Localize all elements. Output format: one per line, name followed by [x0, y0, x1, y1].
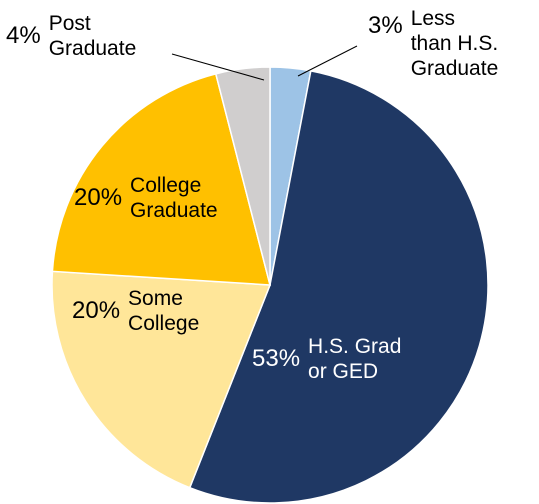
pie-slice — [188, 69, 489, 504]
pie-slice — [51, 72, 271, 286]
category-label: Some College — [128, 287, 200, 335]
leader-line — [297, 45, 358, 77]
slice-label: 20% Some College — [72, 286, 199, 336]
slice-label: 53% H.S. Grad or GED — [252, 334, 401, 384]
category-label: H.S. Grad or GED — [308, 335, 402, 383]
value-label: 4% — [6, 22, 41, 49]
leader-line — [171, 53, 265, 81]
category-label: Post Graduate — [48, 12, 137, 60]
category-label: College Graduate — [130, 174, 218, 222]
pie-slice — [214, 66, 271, 286]
value-label: 20% — [72, 297, 121, 324]
value-label: 20% — [74, 184, 123, 211]
slice-label: 20% College Graduate — [74, 173, 218, 223]
value-label: 3% — [368, 12, 403, 39]
category-label: Less than H.S. Graduate — [410, 7, 499, 80]
pie-slice — [51, 270, 272, 489]
slice-label: 4% Post Graduate — [6, 11, 136, 61]
value-label: 53% — [252, 345, 301, 372]
slice-label: 3% Less than H.S. Graduate — [368, 6, 498, 81]
